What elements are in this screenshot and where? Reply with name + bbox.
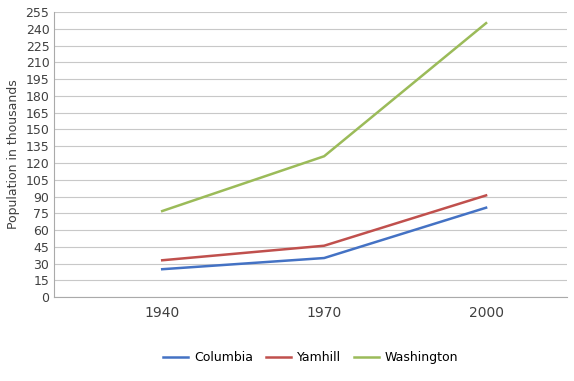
Yamhill — [483, 193, 490, 198]
Columbia — [483, 205, 490, 210]
Yamhill — [159, 258, 166, 263]
Line: Yamhill: Yamhill — [162, 195, 486, 260]
Legend: Columbia, Yamhill, Washington: Columbia, Yamhill, Washington — [158, 346, 463, 369]
Washington — [483, 21, 490, 26]
Washington — [321, 154, 328, 158]
Line: Columbia: Columbia — [162, 208, 486, 269]
Line: Washington: Washington — [162, 23, 486, 211]
Washington — [159, 209, 166, 213]
Columbia — [321, 256, 328, 260]
Yamhill — [321, 243, 328, 248]
Y-axis label: Population in thousands: Population in thousands — [7, 80, 20, 229]
Columbia — [159, 267, 166, 272]
